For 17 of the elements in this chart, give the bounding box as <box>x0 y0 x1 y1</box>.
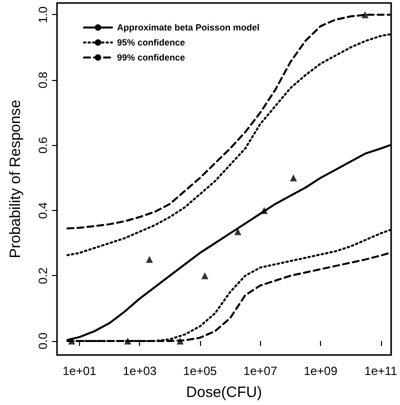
legend-label: 95% confidence <box>117 38 186 48</box>
x-tick-label: 1e+01 <box>62 364 97 378</box>
y-tick-label: 0.8 <box>36 71 50 88</box>
x-axis-title: Dose(CFU) <box>186 384 262 401</box>
y-tick-label: 0.6 <box>36 136 50 154</box>
x-tick-label: 1e+07 <box>243 364 278 378</box>
x-tick-label: 1e+05 <box>183 364 218 378</box>
y-tick-label: 0.2 <box>36 267 50 284</box>
legend-label: 99% confidence <box>117 52 186 62</box>
y-tick-label: 0.4 <box>36 202 50 219</box>
y-tick-label: 0.0 <box>36 332 50 350</box>
legend-label: Approximate beta Poisson model <box>117 22 260 32</box>
x-tick-label: 1e+03 <box>122 364 157 378</box>
y-tick-label: 1.0 <box>36 6 50 24</box>
x-tick-label: 1e+09 <box>304 364 338 378</box>
x-tick-label: 1e+11 <box>364 364 398 378</box>
y-axis-title: Probability of Response <box>7 100 24 258</box>
